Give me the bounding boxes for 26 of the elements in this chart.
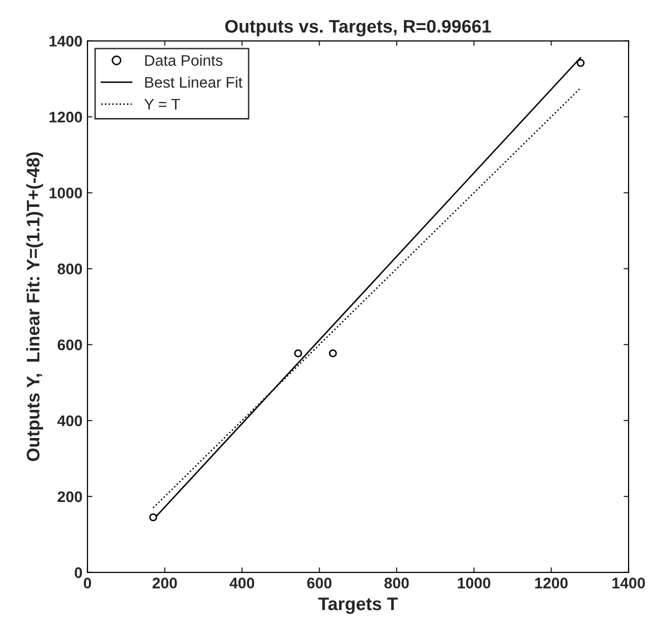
y-tick-label: 1200 (50, 112, 82, 122)
point (294, 349, 302, 358)
x-tick-label: 800 (384, 578, 409, 588)
point (576, 58, 585, 67)
x-tick-label: 0 (84, 578, 92, 588)
x-tick-label: 1000 (458, 578, 490, 588)
y-tick-label: 1000 (50, 188, 82, 198)
legend-label: Best Linear Fit (145, 76, 242, 88)
point (328, 349, 337, 358)
y-tick-label: 600 (58, 339, 82, 350)
y-tick-label: 800 (58, 264, 82, 274)
y-tick-label: 200 (58, 491, 82, 502)
y-axis-title: Outputs Y, Linear Fit: Y=(1.1)T+(-48) (26, 152, 44, 462)
x-tick-label: 600 (307, 578, 332, 588)
y-tick-label: 1400 (50, 36, 82, 47)
point (149, 513, 158, 522)
chart-title: Outputs vs. Targets, R=0.99661 (225, 20, 492, 36)
legend-label: Y = T (144, 98, 180, 110)
x-tick-label: 1400 (612, 578, 645, 588)
y-tick-label: 0 (74, 567, 82, 578)
legend-label: Data Points (145, 54, 222, 66)
y-tick-label: 400 (57, 415, 82, 426)
x-tick-label: 1200 (535, 578, 568, 588)
x-tick-label: 200 (152, 578, 177, 588)
x-axis-title: Targets T (318, 598, 398, 614)
x-tick-label: 400 (230, 578, 254, 588)
